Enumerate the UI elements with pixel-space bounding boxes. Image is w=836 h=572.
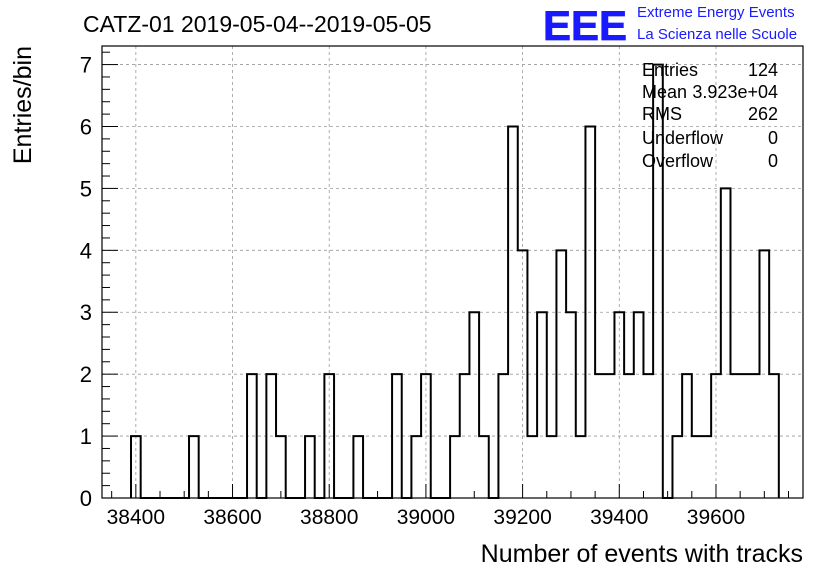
histogram-bin [634,312,644,498]
stats-box: Entries 124 Mean 3.923e+04 RMS 262 Under… [642,60,778,171]
histogram-bin [576,436,586,498]
histogram-bin [605,374,615,498]
histogram-bin [189,436,199,498]
histogram-bin [324,374,334,498]
histogram-bin [682,374,692,498]
y-axis: 0 1 2 3 4 5 6 7 [80,51,118,511]
y-tick-label: 4 [80,238,92,263]
stats-rms-value: 262 [748,104,778,124]
histogram-bin [498,374,508,498]
histogram-bin [556,250,566,498]
x-tick-label: 39000 [397,506,455,529]
logo-line2: La Scienza nelle Scuole [637,26,797,43]
histogram-bin [518,250,528,498]
x-axis-label: Number of events with tracks [481,540,803,568]
histogram-bin [711,374,721,498]
stats-overflow-label: Overflow [642,151,714,171]
grid-lines [102,46,803,498]
histogram-bin [672,436,682,498]
histogram-bin [247,374,257,498]
histogram-bin [411,436,421,498]
stats-overflow-value: 0 [768,151,778,171]
histogram-bin [730,374,740,498]
histogram-bin [566,312,576,498]
histogram-bin [421,374,431,498]
histogram-bin [643,374,653,498]
histogram-bin [469,312,479,498]
histogram-bin [721,188,731,498]
x-tick-label: 38800 [300,506,358,529]
histogram-bin [759,250,769,498]
histogram-bin [740,374,750,498]
histogram-bin [460,374,470,498]
histogram-bin [527,436,537,498]
y-tick-label: 7 [80,53,92,78]
y-tick-label: 2 [80,362,92,387]
x-tick-label: 38400 [107,506,165,529]
y-tick-label: 1 [80,424,92,449]
stats-underflow-value: 0 [768,128,778,148]
histogram-bin [595,374,605,498]
stats-entries-label: Entries [642,60,698,80]
x-tick-label: 39600 [687,506,745,529]
histogram-bin [547,436,557,498]
histogram-bin [305,436,315,498]
histogram-bin [392,374,402,498]
stats-rms-label: RMS [642,104,682,124]
x-tick-label: 39400 [590,506,648,529]
histogram-bin [769,374,779,498]
logo-mark: EEE [543,2,627,49]
histogram-bin [508,126,518,498]
x-tick-label: 38600 [203,506,261,529]
histogram-bin [266,374,276,498]
histogram-bin [750,374,760,498]
eee-logo: EEE Extreme Energy Events La Scienza nel… [543,2,798,50]
histogram-bin [701,436,711,498]
histogram-bin [692,436,702,498]
histogram-bin [479,436,489,498]
y-tick-label: 0 [80,486,92,511]
x-axis: 38400 38600 38800 39000 39200 39400 39600 [107,484,789,529]
plot-frame [101,45,804,499]
y-tick-label: 6 [80,114,92,139]
stats-mean-label: Mean [642,82,687,102]
y-tick-label: 3 [80,300,92,325]
stats-mean-value: 3.923e+04 [692,82,778,102]
histogram-bin [624,374,634,498]
histogram-bin [276,436,286,498]
histogram-bin [450,436,460,498]
x-tick-label: 39200 [493,506,551,529]
chart-title: CATZ-01 2019-05-04--2019-05-05 [83,11,432,37]
y-axis-label: Entries/bin [9,46,37,164]
y-tick-label: 5 [80,176,92,201]
histogram-bin [585,126,595,498]
histogram-bin [353,436,363,498]
histogram-bin [614,312,624,498]
stats-underflow-label: Underflow [642,128,724,148]
stats-entries-value: 124 [748,60,778,80]
logo-line1: Extreme Energy Events [637,4,795,21]
histogram-bin [537,312,547,498]
